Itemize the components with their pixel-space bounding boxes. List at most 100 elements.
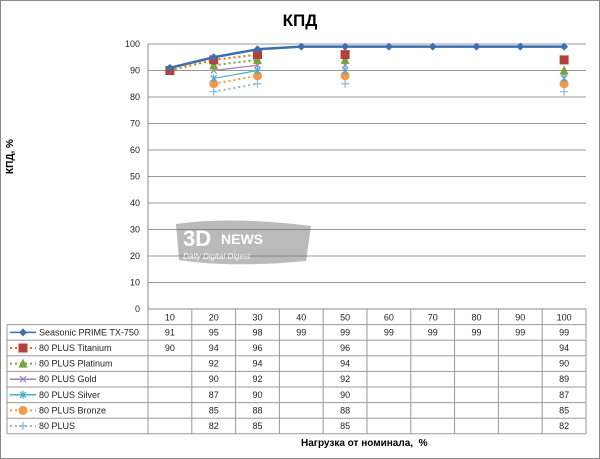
table-cell: 92 [340,374,350,384]
data-point [209,87,218,96]
y-tick-label: 60 [130,145,140,155]
data-point [297,42,306,51]
svg-text:Daily Digital Digest: Daily Digital Digest [183,252,251,261]
data-point [253,50,262,60]
x-axis-label: Нагрузка от номинала, % [301,438,428,449]
table-cell: 85 [209,405,219,415]
legend-label: 80 PLUS Silver [39,390,100,400]
table-cell: 92 [252,374,262,384]
x-tick-label: 100 [557,313,572,323]
table-cell: 99 [559,327,569,337]
y-tick-label: 0 [135,304,140,314]
y-tick-label: 80 [130,92,140,102]
chart-title: КПД [282,11,318,30]
legend-marker [19,375,27,383]
series-line [213,64,258,72]
x-tick-label: 80 [471,313,481,323]
table-cell: 99 [515,327,525,337]
data-point [340,50,350,60]
svg-text:NEWS: NEWS [221,231,263,247]
series-line [169,45,565,70]
data-point [384,42,393,51]
x-tick-label: 70 [428,313,438,323]
legend-label: 80 PLUS Gold [39,374,97,384]
data-point [165,63,174,72]
table-cell: 85 [559,405,569,415]
data-point [254,66,261,75]
table-cell: 96 [252,343,262,353]
data-point [559,55,569,65]
y-tick-label: 40 [130,198,140,208]
table-cell: 99 [471,327,481,337]
data-point [210,74,218,83]
series-line [213,82,258,93]
table-cell: 94 [559,343,569,353]
data-point [516,42,525,51]
y-tick-label: 70 [130,119,140,129]
table-cell: 99 [428,327,438,337]
data-point [341,79,350,88]
data-point [428,42,437,51]
legend-label: 80 PLUS [39,421,75,431]
table-cell: 98 [252,327,262,337]
data-point [560,87,569,96]
table-cell: 95 [209,327,219,337]
y-tick-label: 90 [130,66,140,76]
data-point [559,65,569,75]
table-cell: 92 [209,359,219,369]
table-cell: 90 [165,343,175,353]
y-tick-label: 10 [130,278,140,288]
table-cell: 99 [340,327,350,337]
table-cell: 94 [209,343,219,353]
table-cell: 90 [559,359,569,369]
legend-marker [18,358,28,368]
table-cell: 94 [252,359,262,369]
table-cell: 99 [296,327,306,337]
table-cell: 96 [340,343,350,353]
table-cell: 87 [559,390,569,400]
data-point [560,74,568,83]
y-tick-label: 20 [130,251,140,261]
table-cell: 88 [252,405,262,415]
series-line [213,69,258,80]
table-cell: 91 [165,327,175,337]
y-tick-label: 50 [130,172,140,182]
data-point [340,54,350,64]
data-point [209,60,219,70]
series-line [213,58,258,67]
x-tick-label: 20 [209,313,219,323]
legend-marker [18,343,28,353]
table-cell: 94 [340,359,350,369]
svg-text:3D: 3D [183,226,211,251]
legend-marker [19,422,27,430]
y-tick-label: 100 [125,39,140,49]
x-tick-label: 40 [296,313,306,323]
x-tick-label: 30 [252,313,262,323]
table-cell: 90 [252,390,262,400]
data-point [560,42,569,51]
legend-label: 80 PLUS Titanium [39,343,112,353]
y-tick-label: 30 [130,225,140,235]
legend-marker [19,390,27,399]
legend-marker [18,405,28,415]
watermark-logo: 3D NEWS Daily Digital Digest [176,220,311,265]
data-point [472,42,481,51]
table-cell: 82 [559,421,569,431]
table-cell: 89 [559,374,569,384]
x-tick-label: 50 [340,313,350,323]
table-cell: 88 [340,405,350,415]
x-tick-label: 10 [165,313,175,323]
x-tick-label: 60 [384,313,394,323]
data-point [341,66,349,75]
table-cell: 82 [209,421,219,431]
legend-marker [19,328,27,337]
data-point [341,42,350,51]
data-point [209,53,218,62]
table-cell: 90 [340,390,350,400]
table-cell: 87 [209,390,219,400]
data-point [253,45,262,54]
legend-label: Seasonic PRIME TX-750 [39,327,139,337]
table-cell: 85 [252,421,262,431]
table-cell: 90 [209,374,219,384]
